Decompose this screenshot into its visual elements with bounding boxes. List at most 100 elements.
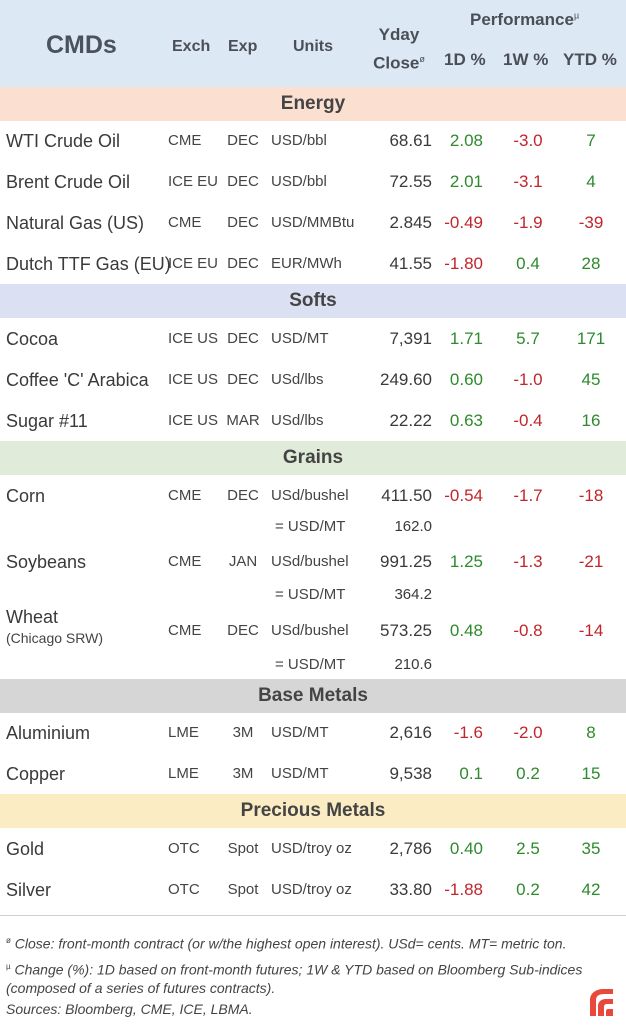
conversion-units: = USD/MT	[275, 656, 346, 673]
exchange: ICE US	[168, 412, 219, 429]
table-header: CMDs Exch Exp Units Yday Closeø Performa…	[0, 0, 626, 87]
yday-close: 7,391	[389, 329, 432, 348]
yday-close: 991.25	[380, 552, 432, 571]
change-1w: 0.2	[516, 764, 540, 783]
close-footnote-mark: ø	[419, 54, 425, 64]
units: USD/troy oz	[271, 881, 352, 898]
table-row: Wheat (Chicago SRW) CME DEC USd/bushel 573.25…	[0, 607, 626, 651]
change-ytd: -18	[578, 486, 604, 505]
section-header-grains: Grains	[0, 441, 626, 475]
exchange: LME	[168, 765, 199, 782]
commodity-name: Corn	[6, 486, 46, 506]
change-1w: -3.1	[513, 172, 543, 191]
commodity-name: Dutch TTF Gas (EU)	[6, 254, 171, 274]
yday-line2: Closeø	[373, 53, 425, 73]
col-header-yday-close: Yday Closeø	[371, 22, 427, 76]
commodity-name: Wheat (Chicago SRW)	[6, 605, 103, 647]
units: USd/bushel	[271, 553, 349, 570]
yday-close: 249.60	[380, 370, 432, 389]
change-1d: 2.08	[449, 131, 483, 150]
commodity-name-main: Wheat	[6, 607, 59, 627]
commodity-name: Brent Crude Oil	[6, 172, 131, 192]
change-ytd: -14	[578, 621, 604, 640]
commodity-name-sub: (Chicago SRW)	[6, 630, 103, 646]
commodity-name: Gold	[6, 839, 45, 859]
expiry: Spot	[227, 840, 259, 857]
change-ytd: 4	[586, 172, 596, 191]
change-1w: 2.5	[516, 839, 540, 858]
col-header-ytd: YTD %	[563, 50, 617, 69]
col-header-exp: Exp	[228, 38, 258, 55]
change-1w: 5.7	[516, 329, 540, 348]
expiry: JAN	[228, 553, 258, 570]
change-1d: -1.88	[444, 880, 483, 899]
footnote-close: ø Close: front-month contract (or w/the …	[6, 935, 567, 952]
table-row: WTI Crude Oil CME DEC USD/bbl 68.61 2.08 -3.0 7	[0, 121, 626, 161]
expiry: DEC	[227, 132, 259, 149]
yday-close: 573.25	[380, 621, 432, 640]
units: USD/MT	[271, 330, 329, 347]
conversion-close: 162.0	[394, 518, 432, 535]
change-1d: -0.49	[444, 213, 483, 232]
section-header-energy: Energy	[0, 87, 626, 121]
yday-close: 2.845	[389, 213, 432, 232]
expiry: DEC	[227, 371, 259, 388]
change-ytd: 7	[586, 131, 596, 150]
change-1w: -2.0	[513, 723, 543, 742]
yday-close: 41.55	[389, 254, 432, 273]
conversion-units: = USD/MT	[275, 518, 346, 535]
change-1w: 0.4	[516, 254, 540, 273]
change-ytd: 16	[581, 411, 601, 430]
table-row: Brent Crude Oil ICE EU DEC USD/bbl 72.55 2.01…	[0, 162, 626, 202]
units: EUR/MWh	[271, 255, 342, 272]
table-row: Silver OTC Spot USD/troy oz 33.80 -1.88 0.2 42	[0, 870, 626, 910]
change-1d: 0.40	[449, 839, 483, 858]
commodity-name: Copper	[6, 764, 66, 784]
table-row: Coffee 'C' Arabica ICE US DEC USd/lbs 249.60…	[0, 360, 626, 400]
commodity-name: Sugar #11	[6, 411, 88, 431]
change-1w: -0.4	[513, 411, 543, 430]
conversion-row: = USD/MT 210.6	[0, 650, 626, 680]
change-1d: -1.6	[453, 723, 483, 742]
yday-close: 411.50	[381, 486, 432, 505]
commodity-name: Natural Gas (US)	[6, 213, 145, 233]
table-title: CMDs	[46, 31, 117, 59]
exchange: CME	[168, 487, 202, 504]
change-ytd: 171	[576, 329, 606, 348]
change-1d: 1.25	[449, 552, 483, 571]
units: USD/MMBtu	[271, 214, 355, 231]
table-row: Dutch TTF Gas (EU) ICE EU DEC EUR/MWh 41.55-…	[0, 244, 626, 284]
units: USD/MT	[271, 765, 329, 782]
exchange: ICE US	[168, 371, 219, 388]
expiry: DEC	[227, 622, 259, 639]
change-ytd: -39	[578, 213, 604, 232]
footnote-change: µ Change (%): 1D based on front-month fu…	[6, 961, 583, 978]
yday-close: 9,538	[389, 764, 432, 783]
exchange: CME	[168, 132, 202, 149]
change-ytd: 35	[581, 839, 601, 858]
exchange: CME	[168, 622, 202, 639]
yday-close: 72.55	[389, 172, 432, 191]
change-1w: -1.7	[513, 486, 543, 505]
commodity-name: Soybeans	[6, 552, 87, 572]
conversion-close: 364.2	[394, 586, 432, 603]
yday-close: 2,616	[389, 723, 432, 742]
change-ytd: 8	[586, 723, 596, 742]
change-1w: -1.9	[513, 213, 543, 232]
expiry: DEC	[227, 214, 259, 231]
expiry: DEC	[227, 330, 259, 347]
col-header-performance: Performanceµ	[470, 10, 580, 29]
units: USD/troy oz	[271, 840, 352, 857]
change-1d: 0.60	[449, 370, 483, 389]
units: USd/lbs	[271, 371, 324, 388]
change-1w: -1.3	[513, 552, 543, 571]
exchange: ICE EU	[168, 255, 219, 272]
commodity-name: Aluminium	[6, 723, 91, 743]
change-1w: 0.2	[516, 880, 540, 899]
commodity-name: WTI Crude Oil	[6, 131, 121, 151]
commodity-name: Silver	[6, 880, 52, 900]
change-1d: 0.48	[449, 621, 483, 640]
table-row: Cocoa ICE US DEC USD/MT 7,391 1.71 5.7 171	[0, 319, 626, 359]
yday-close: 2,786	[389, 839, 432, 858]
conversion-row: = USD/MT 364.2	[0, 580, 626, 610]
